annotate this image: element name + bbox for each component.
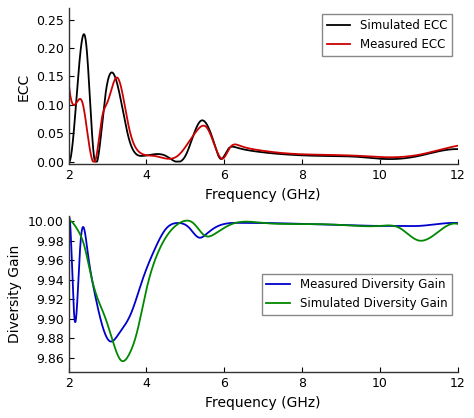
Simulated Diversity Gain bbox=[215, 229, 221, 234]
Simulated Diversity Gain bbox=[406, 232, 411, 237]
Legend: Simulated ECC, Measured ECC: Simulated ECC, Measured ECC bbox=[322, 14, 452, 56]
Measured ECC bbox=[406, 154, 411, 159]
Simulated ECC bbox=[455, 147, 461, 152]
Measured Diversity Gain bbox=[134, 296, 139, 301]
Simulated ECC bbox=[215, 152, 221, 157]
Legend: Measured Diversity Gain, Simulated Diversity Gain: Measured Diversity Gain, Simulated Diver… bbox=[262, 273, 452, 315]
Measured Diversity Gain bbox=[110, 338, 116, 343]
Measured ECC bbox=[232, 142, 238, 147]
Measured Diversity Gain bbox=[232, 220, 238, 225]
Simulated ECC bbox=[447, 147, 453, 152]
Simulated Diversity Gain bbox=[232, 221, 238, 226]
Measured Diversity Gain bbox=[108, 339, 114, 344]
Y-axis label: Diversity Gain: Diversity Gain bbox=[9, 245, 22, 343]
Measured Diversity Gain bbox=[406, 224, 411, 229]
Y-axis label: ECC: ECC bbox=[16, 72, 30, 100]
X-axis label: Frequency (GHz): Frequency (GHz) bbox=[205, 396, 321, 410]
Measured ECC bbox=[114, 75, 120, 80]
Measured Diversity Gain bbox=[66, 214, 72, 219]
Simulated ECC bbox=[81, 32, 87, 37]
Measured ECC bbox=[110, 82, 116, 87]
Simulated Diversity Gain bbox=[447, 222, 453, 227]
Simulated Diversity Gain bbox=[66, 219, 72, 224]
Measured ECC bbox=[90, 159, 96, 164]
Line: Measured ECC: Measured ECC bbox=[69, 77, 458, 162]
Simulated Diversity Gain bbox=[455, 222, 461, 227]
Simulated Diversity Gain bbox=[133, 333, 139, 338]
Line: Simulated Diversity Gain: Simulated Diversity Gain bbox=[69, 221, 458, 361]
Line: Measured Diversity Gain: Measured Diversity Gain bbox=[69, 217, 458, 342]
X-axis label: Frequency (GHz): Frequency (GHz) bbox=[205, 188, 321, 202]
Measured Diversity Gain bbox=[447, 220, 453, 225]
Simulated ECC bbox=[66, 159, 72, 164]
Measured ECC bbox=[134, 146, 139, 151]
Simulated ECC bbox=[406, 155, 411, 160]
Simulated Diversity Gain bbox=[184, 218, 190, 223]
Measured Diversity Gain bbox=[455, 220, 461, 225]
Simulated ECC bbox=[133, 152, 139, 157]
Simulated ECC bbox=[110, 71, 116, 76]
Measured ECC bbox=[455, 143, 461, 148]
Measured Diversity Gain bbox=[66, 219, 72, 224]
Simulated ECC bbox=[232, 145, 237, 150]
Simulated Diversity Gain bbox=[120, 359, 126, 364]
Line: Simulated ECC: Simulated ECC bbox=[69, 34, 458, 162]
Measured ECC bbox=[215, 151, 221, 156]
Simulated Diversity Gain bbox=[110, 339, 116, 344]
Measured Diversity Gain bbox=[215, 224, 221, 229]
Measured ECC bbox=[66, 79, 72, 84]
Measured ECC bbox=[447, 145, 453, 150]
